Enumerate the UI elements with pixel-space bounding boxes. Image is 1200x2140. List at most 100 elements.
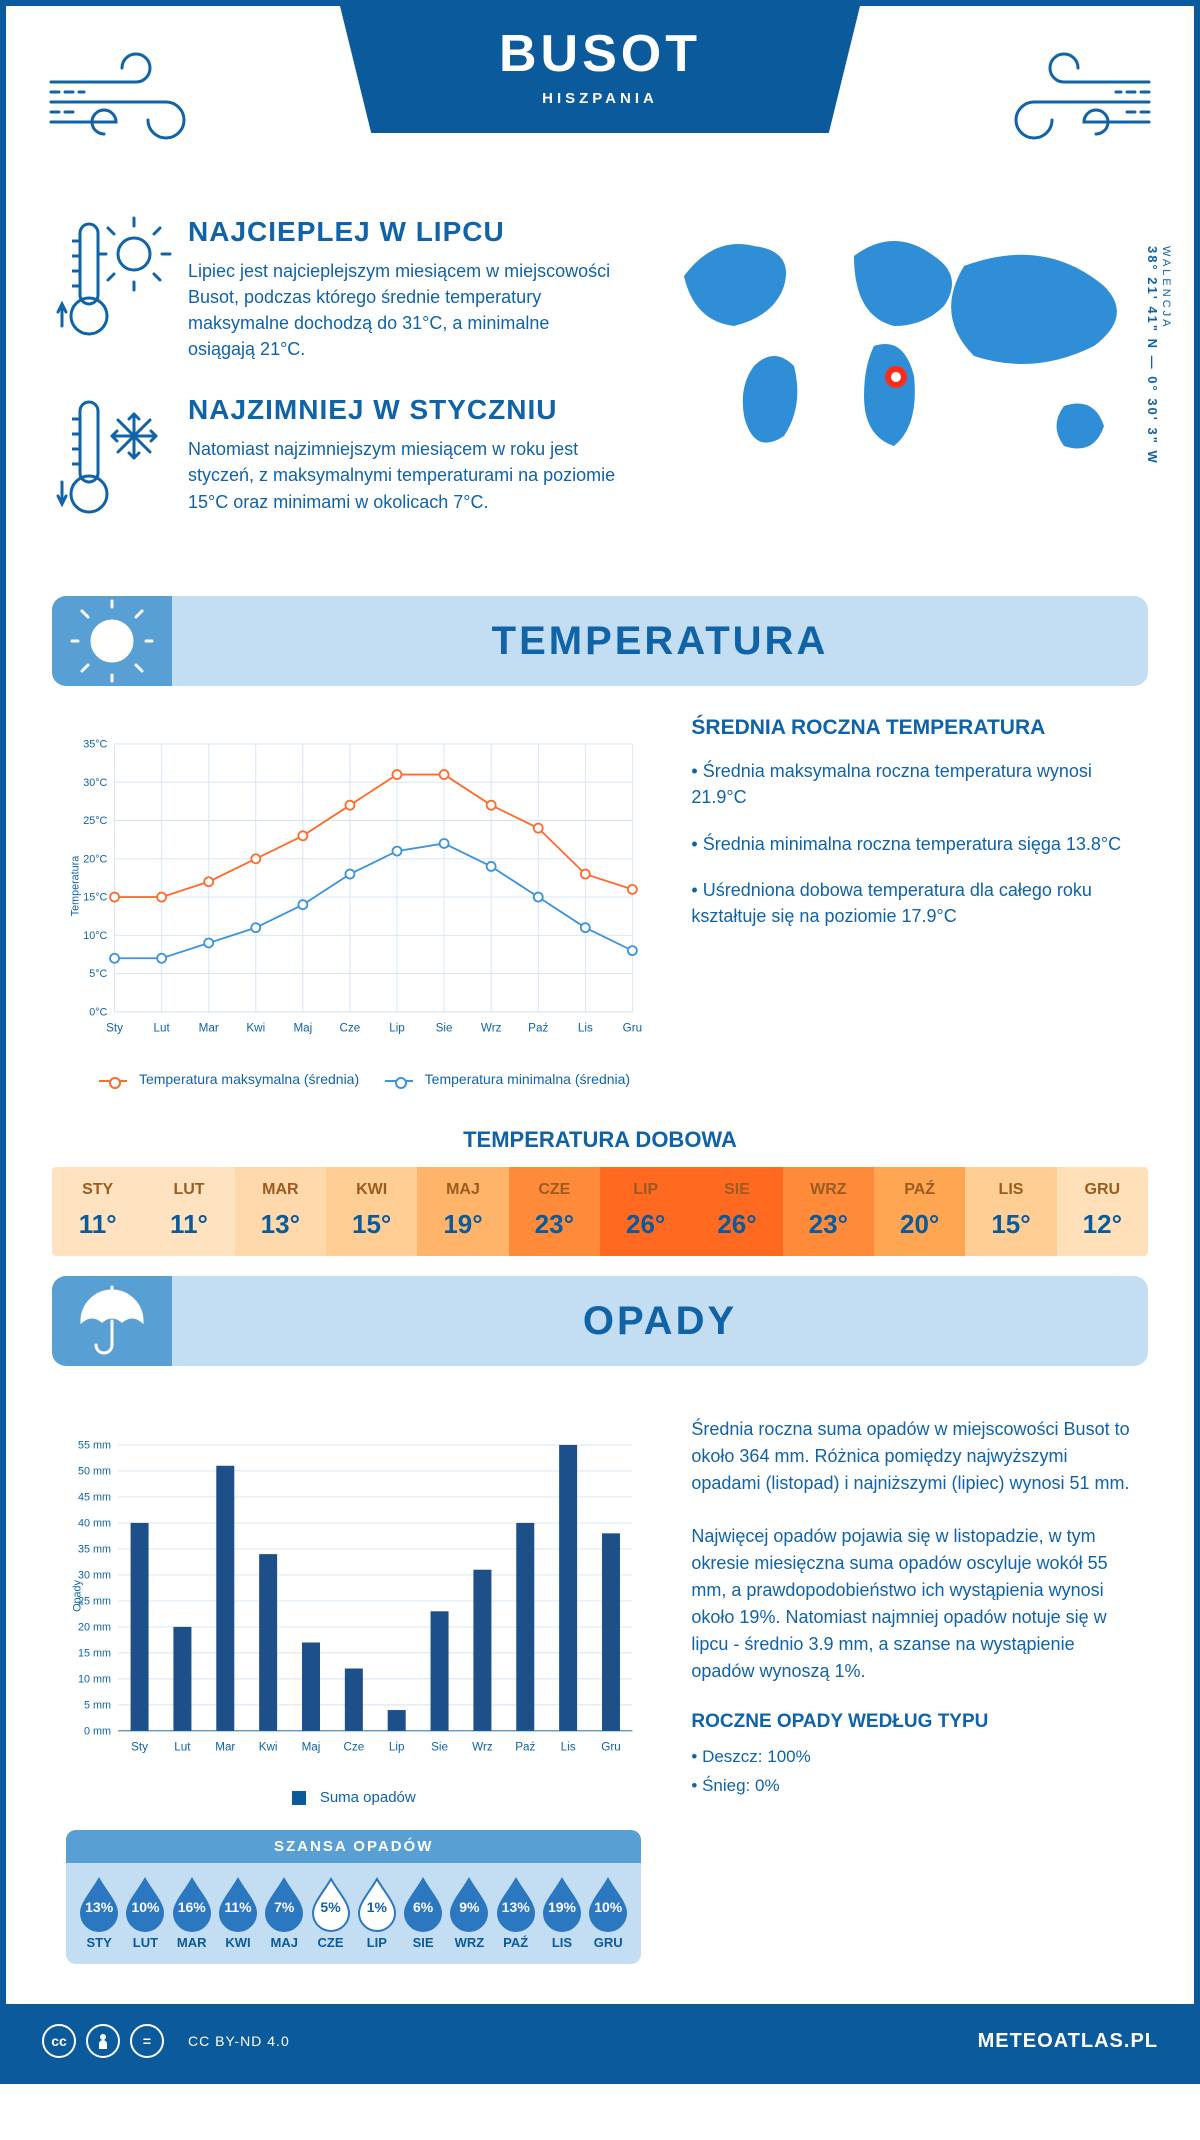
svg-text:30°C: 30°C xyxy=(83,777,107,789)
svg-text:Cze: Cze xyxy=(340,1022,361,1035)
temperature-bullet: Średnia maksymalna roczna temperatura wy… xyxy=(691,758,1134,810)
temperature-summary-title: ŚREDNIA ROCZNA TEMPERATURA xyxy=(691,716,1134,740)
svg-text:Wrz: Wrz xyxy=(481,1022,502,1035)
section-temperature-title: TEMPERATURA xyxy=(172,619,1148,664)
legend-max-label: Temperatura maksymalna (średnia) xyxy=(139,1071,359,1087)
precip-para-1: Średnia roczna suma opadów w miejscowośc… xyxy=(691,1416,1134,1497)
daily-temp-title: TEMPERATURA DOBOWA xyxy=(6,1127,1194,1153)
svg-text:Cze: Cze xyxy=(343,1741,364,1754)
page: BUSOT HISZPANIA xyxy=(0,0,1200,2084)
warm-text: NAJCIEPLEJ W LIPCU Lipiec jest najcieple… xyxy=(188,216,618,362)
coordinates: WALENCJA 38° 21' 41" N — 0° 30' 3" W xyxy=(1145,246,1172,465)
wind-icon xyxy=(994,42,1154,152)
svg-text:Sty: Sty xyxy=(106,1022,123,1035)
chance-drop: 5% CZE xyxy=(307,1877,353,1950)
region-label: WALENCJA xyxy=(1160,246,1172,459)
daily-temp-cell: LUT11° xyxy=(143,1167,234,1256)
intro-row: NAJCIEPLEJ W LIPCU Lipiec jest najcieple… xyxy=(6,186,1194,576)
chance-drop: 9% WRZ xyxy=(446,1877,492,1950)
daily-temp-cell: LIS15° xyxy=(965,1167,1056,1256)
svg-text:0 mm: 0 mm xyxy=(84,1726,111,1738)
temperature-bullet: Uśredniona dobowa temperatura dla całego… xyxy=(691,877,1134,929)
svg-text:Kwi: Kwi xyxy=(259,1741,278,1754)
svg-text:Paź: Paź xyxy=(528,1022,548,1035)
thermometer-snow-icon xyxy=(56,394,166,524)
temperature-content: 0°C5°C10°C15°C20°C25°C30°C35°CStyLutMarK… xyxy=(6,716,1194,1087)
chance-drop: 10% GRU xyxy=(585,1877,631,1950)
svg-text:20°C: 20°C xyxy=(83,854,107,866)
daily-temp-cell: GRU12° xyxy=(1057,1167,1148,1256)
daily-temp-cell: SIE26° xyxy=(691,1167,782,1256)
svg-text:Opady: Opady xyxy=(71,1580,83,1612)
annual-type-title: ROCZNE OPADY WEDŁUG TYPU xyxy=(691,1711,1134,1733)
precip-legend-swatch xyxy=(292,1791,306,1805)
svg-text:Lis: Lis xyxy=(561,1741,576,1754)
svg-text:Kwi: Kwi xyxy=(246,1022,265,1035)
temperature-bullets: Średnia maksymalna roczna temperatura wy… xyxy=(691,758,1134,928)
world-map: WALENCJA 38° 21' 41" N — 0° 30' 3" W xyxy=(664,216,1144,556)
svg-text:Sty: Sty xyxy=(131,1741,148,1754)
annual-type-lines: • Deszcz: 100%• Śnieg: 0% xyxy=(691,1743,1134,1801)
svg-text:Wrz: Wrz xyxy=(472,1741,493,1754)
chance-drop: 16% MAR xyxy=(169,1877,215,1950)
annual-precip-type: ROCZNE OPADY WEDŁUG TYPU • Deszcz: 100%•… xyxy=(691,1711,1134,1801)
svg-text:10°C: 10°C xyxy=(83,930,107,942)
svg-text:10 mm: 10 mm xyxy=(78,1674,111,1686)
precip-chance-panel: SZANSA OPADÓW 13% STY 10% LUT 16% xyxy=(66,1830,641,1964)
chance-drop: 13% PAŹ xyxy=(493,1877,539,1950)
daily-temp-strip: STY11°LUT11°MAR13°KWI15°MAJ19°CZE23°LIP2… xyxy=(52,1167,1148,1256)
precip-para-2: Najwięcej opadów pojawia się w listopadz… xyxy=(691,1523,1134,1685)
precip-legend: Suma opadów xyxy=(66,1789,641,1806)
nd-icon: = xyxy=(130,2024,164,2058)
precip-bar-chart: 0 mm5 mm10 mm15 mm20 mm25 mm30 mm35 mm40… xyxy=(66,1416,641,1964)
svg-text:Temperatura: Temperatura xyxy=(70,856,82,916)
precip-legend-label: Suma opadów xyxy=(320,1789,416,1806)
section-temperature-header: TEMPERATURA xyxy=(52,596,1148,686)
svg-text:55 mm: 55 mm xyxy=(78,1440,111,1452)
warm-desc: Lipiec jest najcieplejszym miesiącem w m… xyxy=(188,258,618,362)
country-name: HISZPANIA xyxy=(370,90,830,107)
chart-legend: Temperatura maksymalna (średnia) Tempera… xyxy=(66,1071,641,1087)
daily-temp-cell: PAŹ20° xyxy=(874,1167,965,1256)
svg-text:15°C: 15°C xyxy=(83,892,107,904)
legend-swatch-min xyxy=(385,1080,413,1082)
chance-drop: 6% SIE xyxy=(400,1877,446,1950)
chance-drop: 19% LIS xyxy=(539,1877,585,1950)
svg-text:45 mm: 45 mm xyxy=(78,1492,111,1504)
city-name: BUSOT xyxy=(370,24,830,84)
chance-drop: 11% KWI xyxy=(215,1877,261,1950)
chance-drop: 7% MAJ xyxy=(261,1877,307,1950)
warm-fact: NAJCIEPLEJ W LIPCU Lipiec jest najcieple… xyxy=(56,216,624,362)
svg-text:35°C: 35°C xyxy=(83,739,107,751)
legend-swatch-max xyxy=(99,1080,127,1082)
header: BUSOT HISZPANIA xyxy=(6,6,1194,186)
svg-text:Maj: Maj xyxy=(293,1022,312,1035)
svg-text:Gru: Gru xyxy=(623,1022,642,1035)
umbrella-tab-icon xyxy=(52,1276,172,1366)
thermometer-sun-icon xyxy=(56,216,166,346)
daily-temp-cell: STY11° xyxy=(52,1167,143,1256)
precip-chance-title: SZANSA OPADÓW xyxy=(66,1830,641,1863)
svg-text:Lut: Lut xyxy=(154,1022,171,1035)
by-icon xyxy=(86,2024,120,2058)
sun-tab-icon xyxy=(52,596,172,686)
svg-text:Lip: Lip xyxy=(389,1022,405,1035)
chance-drop: 10% LUT xyxy=(122,1877,168,1950)
daily-temp-cell: MAR13° xyxy=(235,1167,326,1256)
svg-text:Maj: Maj xyxy=(302,1741,321,1754)
world-map-svg xyxy=(664,216,1144,496)
svg-text:50 mm: 50 mm xyxy=(78,1466,111,1478)
daily-temp-cell: LIP26° xyxy=(600,1167,691,1256)
svg-text:Lis: Lis xyxy=(578,1022,593,1035)
chance-drop: 13% STY xyxy=(76,1877,122,1950)
temperature-line-chart: 0°C5°C10°C15°C20°C25°C30°C35°CStyLutMarK… xyxy=(66,716,641,1087)
coords-value: 38° 21' 41" N — 0° 30' 3" W xyxy=(1145,246,1160,465)
cold-title: NAJZIMNIEJ W STYCZNIU xyxy=(188,394,618,426)
svg-text:Lip: Lip xyxy=(389,1741,405,1754)
svg-text:Gru: Gru xyxy=(601,1741,620,1754)
svg-text:20 mm: 20 mm xyxy=(78,1622,111,1634)
daily-temp-cell: MAJ19° xyxy=(417,1167,508,1256)
svg-text:35 mm: 35 mm xyxy=(78,1544,111,1556)
daily-temp-cell: WRZ23° xyxy=(783,1167,874,1256)
legend-min-label: Temperatura minimalna (średnia) xyxy=(425,1071,630,1087)
